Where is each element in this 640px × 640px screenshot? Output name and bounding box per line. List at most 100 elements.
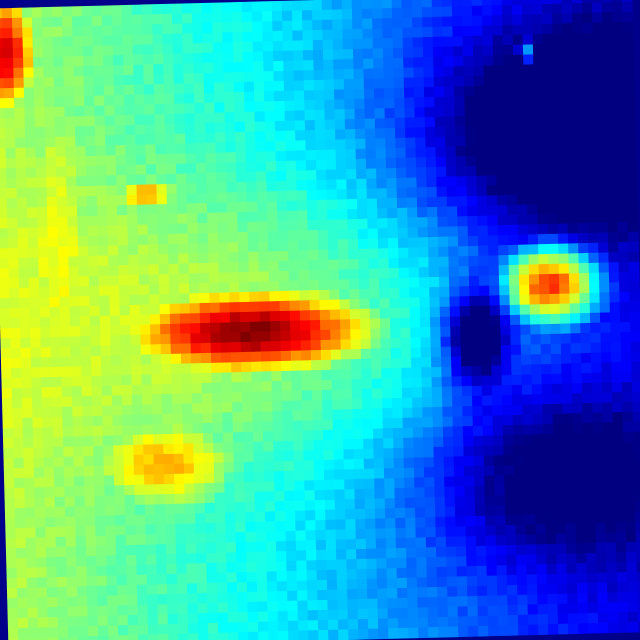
heatmap-cell: [318, 279, 330, 291]
heatmap-cell: [574, 122, 586, 134]
heatmap-cell: [591, 2, 603, 14]
heatmap-cell: [398, 267, 410, 279]
heatmap-cell: [621, 361, 633, 373]
heatmap-cell: [108, 635, 120, 640]
heatmap-cell: [309, 309, 321, 321]
heatmap-cell: [151, 394, 163, 406]
heatmap-cell: [390, 347, 402, 359]
heatmap-cell: [228, 282, 240, 293]
heatmap-cell: [65, 166, 77, 178]
heatmap-cell: [261, 11, 273, 23]
heatmap-cell: [491, 5, 503, 16]
heatmap-cell: [428, 246, 440, 258]
heatmap-cell: [571, 363, 583, 375]
heatmap-cell: [393, 447, 405, 459]
heatmap-cell: [456, 176, 468, 187]
heatmap-cell: [137, 214, 149, 226]
heatmap-cell: [126, 554, 137, 566]
heatmap-cell: [489, 315, 501, 327]
heatmap-cell: [283, 90, 295, 102]
heatmap-cell: [542, 43, 554, 55]
heatmap-cell: [148, 274, 160, 286]
heatmap-cell: [193, 473, 205, 484]
heatmap-cell: [36, 587, 48, 599]
heatmap-cell: [262, 21, 274, 33]
heatmap-cell: [244, 481, 256, 493]
heatmap-cell: [112, 425, 124, 437]
heatmap-cell: [564, 503, 576, 515]
heatmap-cell: [383, 458, 395, 469]
heatmap-cell: [134, 494, 146, 506]
heatmap-cell: [415, 517, 427, 529]
heatmap-cell: [447, 226, 459, 238]
heatmap-cell: [68, 256, 80, 268]
heatmap-cell: [413, 457, 425, 469]
heatmap-cell: [275, 530, 287, 542]
heatmap-cell: [556, 583, 568, 595]
heatmap-cell: [207, 592, 218, 604]
heatmap-cell: [386, 558, 398, 569]
heatmap-cell: [142, 434, 154, 446]
heatmap-cell: [303, 450, 315, 462]
heatmap-cell: [284, 480, 296, 492]
heatmap-cell: [197, 613, 209, 624]
heatmap-cell: [206, 172, 217, 184]
heatmap-cell: [471, 365, 483, 377]
heatmap-cell: [116, 565, 128, 577]
heatmap-cell: [75, 526, 87, 538]
heatmap-cell: [47, 226, 59, 238]
heatmap-cell: [340, 329, 352, 341]
heatmap-cell: [163, 453, 175, 465]
heatmap-cell: [22, 437, 34, 449]
heatmap-cell: [485, 515, 497, 527]
heatmap-cell: [436, 196, 448, 208]
heatmap-cell: [0, 328, 11, 339]
heatmap-cell: [297, 240, 309, 252]
heatmap-cell: [200, 352, 212, 364]
heatmap-cell: [61, 6, 73, 18]
heatmap-cell: [495, 145, 507, 156]
heatmap-cell: [256, 201, 268, 213]
heatmap-cell: [105, 165, 117, 177]
heatmap-cell: [230, 322, 241, 333]
heatmap-cell: [288, 250, 300, 262]
heatmap-cell: [387, 588, 398, 599]
heatmap-cell: [601, 382, 613, 394]
heatmap-cell: [74, 106, 86, 117]
heatmap-cell: [355, 148, 367, 160]
heatmap-cell: [346, 569, 358, 580]
heatmap-cell: [32, 407, 44, 419]
heatmap-cell: [35, 547, 47, 559]
heatmap-cell: [247, 611, 259, 623]
heatmap-cell: [577, 603, 589, 614]
heatmap-cell: [101, 395, 113, 407]
heatmap-cell: [218, 282, 230, 294]
heatmap-cell: [354, 98, 366, 110]
heatmap-cell: [589, 282, 600, 294]
heatmap-cell: [412, 427, 424, 439]
heatmap-cell: [16, 207, 28, 219]
heatmap-cell: [480, 355, 492, 367]
heatmap-cell: [163, 83, 175, 95]
heatmap-cell: [341, 369, 353, 381]
heatmap-cell: [585, 152, 597, 164]
heatmap-cell: [273, 60, 285, 72]
heatmap-cell: [113, 445, 125, 457]
heatmap-cell: [452, 26, 464, 38]
heatmap-cell: [603, 52, 614, 64]
heatmap-cell: [353, 438, 365, 450]
heatmap-cell: [567, 203, 578, 215]
heatmap-cell: [630, 321, 640, 333]
heatmap-cell: [163, 443, 175, 455]
heatmap-cell: [146, 204, 158, 216]
heatmap-cell: [583, 52, 594, 64]
heatmap-cell: [56, 556, 67, 568]
heatmap-cell: [279, 310, 291, 322]
heatmap-cell: [14, 477, 25, 489]
heatmap-cell: [166, 203, 178, 215]
heatmap-cell: [466, 575, 478, 587]
heatmap-cell: [188, 283, 200, 295]
heatmap-cell: [177, 213, 189, 225]
heatmap-cell: [349, 288, 361, 300]
heatmap-cell: [155, 524, 167, 535]
